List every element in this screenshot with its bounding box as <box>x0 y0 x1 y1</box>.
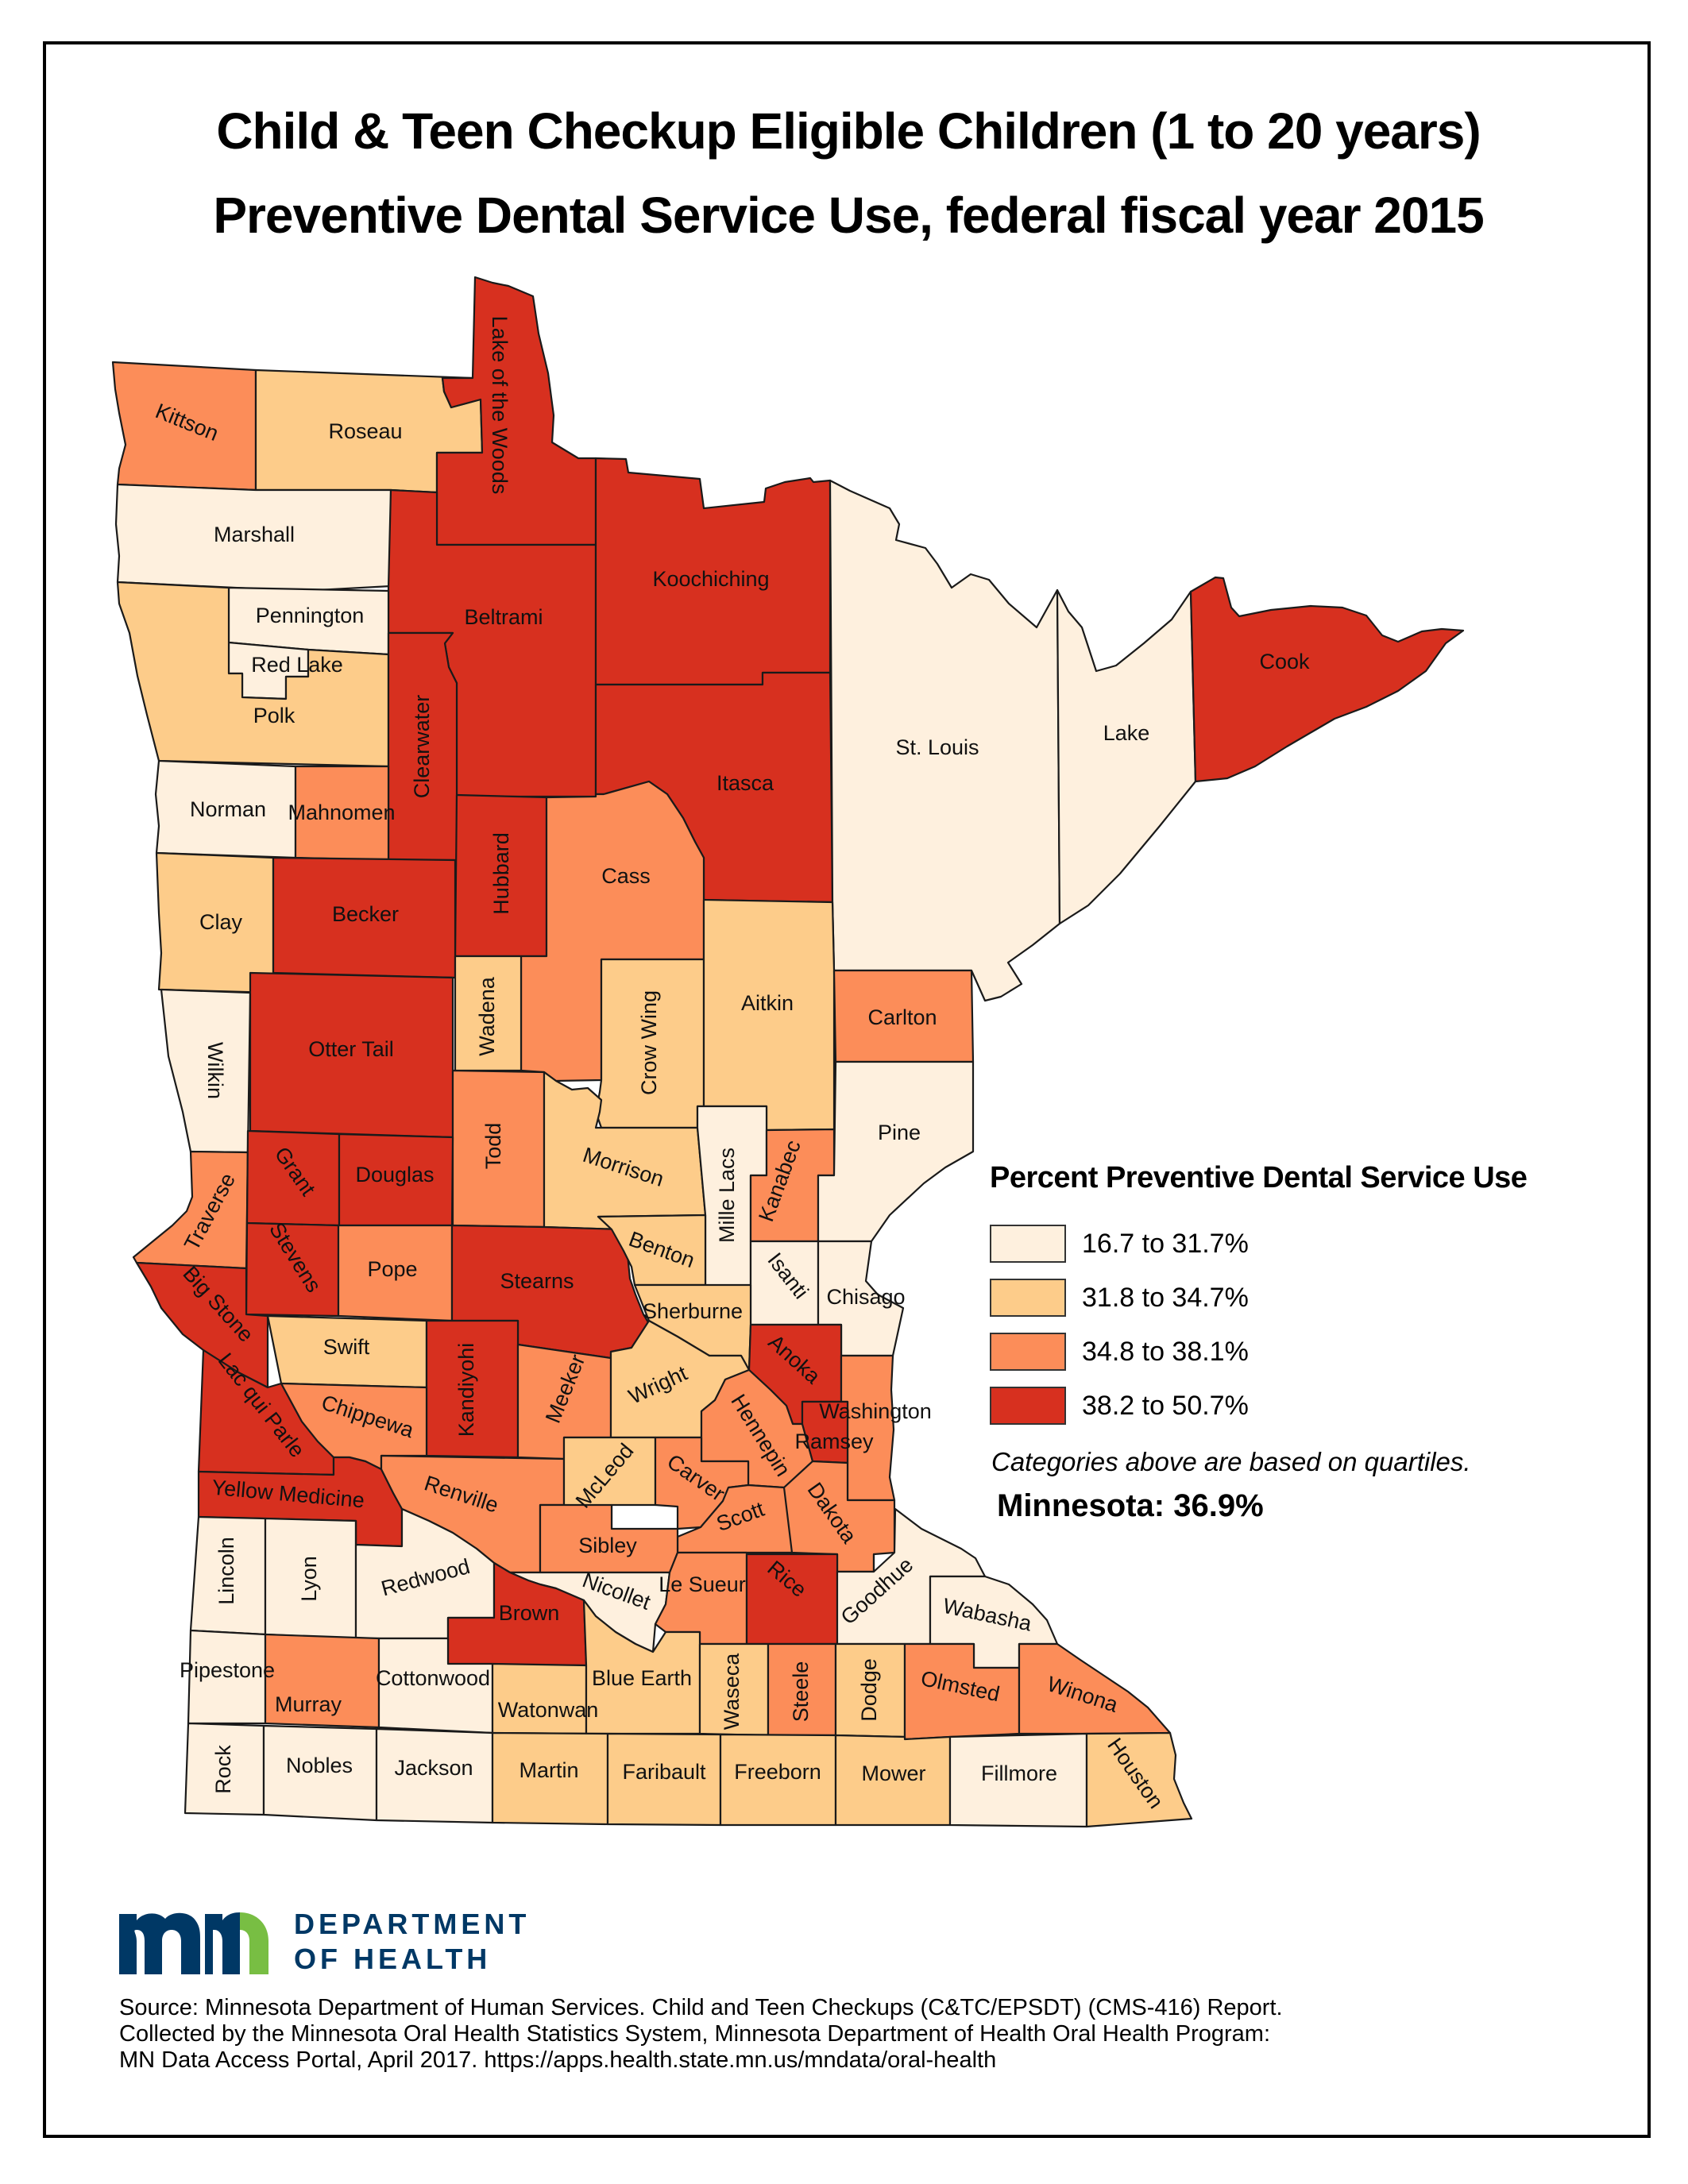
county-goodhue[interactable] <box>836 1507 987 1646</box>
legend-swatch <box>990 1387 1066 1425</box>
label-mahnomen: Mahnomen <box>288 801 395 824</box>
label-pennington: Pennington <box>256 604 365 627</box>
label-brown: Brown <box>499 1601 560 1625</box>
county-polk[interactable] <box>116 581 390 768</box>
legend-label: 31.8 to 34.7% <box>1082 1282 1249 1313</box>
label-sherburne: Sherburne <box>643 1299 743 1323</box>
label-kandiyohi: Kandiyohi <box>454 1343 478 1437</box>
label-aitkin: Aitkin <box>741 991 794 1015</box>
legend-swatch <box>990 1225 1066 1263</box>
county-wadena[interactable] <box>454 955 523 1072</box>
label-lincoln: Lincoln <box>214 1537 238 1605</box>
source-line-2: Collected by the Minnesota Oral Health S… <box>119 2021 1271 2047</box>
county-benton[interactable] <box>597 1214 707 1287</box>
label-jackson: Jackson <box>394 1756 473 1780</box>
label-roseau: Roseau <box>328 419 402 443</box>
label-swift: Swift <box>323 1335 370 1359</box>
county-st-louis[interactable] <box>829 479 1061 1002</box>
label-washington: Washington <box>819 1399 932 1423</box>
label-hubbard: Hubbard <box>489 832 513 915</box>
label-pipestone: Pipestone <box>180 1658 275 1682</box>
label-cook: Cook <box>1259 650 1310 673</box>
county-houston[interactable] <box>1085 1731 1193 1828</box>
county-blue-earth[interactable] <box>582 1599 701 1735</box>
logo-line-1: DEPARTMENT <box>294 1908 531 1940</box>
label-steele: Steele <box>789 1661 813 1723</box>
label-becker: Becker <box>332 902 399 926</box>
legend-title: Percent Preventive Dental Service Use <box>990 1161 1528 1194</box>
label-murray: Murray <box>275 1692 342 1716</box>
label-blue-earth: Blue Earth <box>592 1666 692 1690</box>
label-mower: Mower <box>861 1761 925 1785</box>
source-line-1: Source: Minnesota Department of Human Se… <box>119 1995 1283 2020</box>
label-beltrami: Beltrami <box>464 605 543 629</box>
legend-item-quartile-4: 38.2 to 50.7% <box>990 1387 1249 1425</box>
label-martin: Martin <box>519 1758 578 1782</box>
mdh-logo: DEPARTMENT OF HEALTH <box>119 1906 530 1978</box>
label-polk: Polk <box>253 704 295 727</box>
label-cottonwood: Cottonwood <box>376 1666 490 1690</box>
county-lake[interactable] <box>1056 588 1197 925</box>
label-dodge: Dodge <box>857 1658 881 1722</box>
legend-note: Categories above are based on quartiles. <box>991 1447 1471 1476</box>
label-st-louis: St. Louis <box>895 735 979 759</box>
label-lyon: Lyon <box>297 1556 321 1602</box>
county-pine[interactable] <box>817 1060 975 1243</box>
label-lake: Lake <box>1103 721 1150 745</box>
label-fillmore: Fillmore <box>981 1761 1057 1785</box>
legend-swatch <box>990 1333 1066 1371</box>
county-cook[interactable] <box>1189 576 1465 783</box>
county-traverse[interactable] <box>132 1150 249 1270</box>
label-todd: Todd <box>481 1123 505 1170</box>
county-washington[interactable] <box>840 1354 896 1502</box>
label-douglas: Douglas <box>355 1163 434 1187</box>
label-lake-of-the-woods: Lake of the Woods <box>488 316 512 495</box>
label-ramsey: Ramsey <box>794 1430 874 1453</box>
state-rate: Minnesota: 36.9% <box>997 1488 1264 1523</box>
legend-label: 16.7 to 31.7% <box>1082 1228 1249 1259</box>
page-border <box>43 41 1651 2138</box>
label-chisago: Chisago <box>826 1285 905 1309</box>
label-norman: Norman <box>190 797 266 821</box>
label-marshall: Marshall <box>214 523 295 546</box>
label-wadena: Wadena <box>475 976 499 1056</box>
label-wilkin: Wilkin <box>203 1042 227 1099</box>
label-stearns: Stearns <box>500 1269 574 1293</box>
mn-logo-icon <box>119 1912 268 1974</box>
map-title-line-1: Child & Teen Checkup Eligible Children (… <box>216 102 1481 160</box>
label-pope: Pope <box>367 1257 417 1281</box>
legend-swatch <box>990 1279 1066 1317</box>
label-mille-lacs: Mille Lacs <box>715 1148 739 1243</box>
label-le-sueur: Le Sueur <box>659 1572 746 1596</box>
county-aitkin[interactable] <box>696 898 836 1132</box>
label-carlton: Carlton <box>867 1005 937 1029</box>
label-rock: Rock <box>211 1745 235 1794</box>
label-nobles: Nobles <box>286 1754 353 1777</box>
label-waseca: Waseca <box>720 1653 744 1731</box>
label-cass: Cass <box>601 864 651 888</box>
label-otter-tail: Otter Tail <box>308 1037 394 1061</box>
label-red-lake: Red Lake <box>251 653 343 677</box>
label-clearwater: Clearwater <box>410 695 434 799</box>
label-koochiching: Koochiching <box>652 567 769 591</box>
label-freeborn: Freeborn <box>734 1760 821 1784</box>
source-note: Source: Minnesota Department of Human Se… <box>119 1995 1283 2074</box>
label-pine: Pine <box>878 1121 921 1144</box>
legend-item-quartile-3: 34.8 to 38.1% <box>990 1333 1249 1371</box>
source-line-3: MN Data Access Portal, April 2017. https… <box>119 2047 997 2073</box>
label-faribault: Faribault <box>622 1760 706 1784</box>
logo-text: DEPARTMENT OF HEALTH <box>294 1907 530 1977</box>
label-sibley: Sibley <box>578 1534 637 1557</box>
map-title-line-2: Preventive Dental Service Use, federal f… <box>213 187 1484 244</box>
legend-label: 34.8 to 38.1% <box>1082 1336 1249 1367</box>
legend-item-quartile-2: 31.8 to 34.7% <box>990 1279 1249 1317</box>
logo-line-2: OF HEALTH <box>294 1943 492 1975</box>
label-clay: Clay <box>199 910 243 934</box>
label-watonwan: Watonwan <box>498 1698 599 1722</box>
label-crow-wing: Crow Wing <box>637 990 661 1095</box>
legend-item-quartile-1: 16.7 to 31.7% <box>990 1225 1249 1263</box>
legend-label: 38.2 to 50.7% <box>1082 1390 1249 1421</box>
label-itasca: Itasca <box>717 771 774 795</box>
